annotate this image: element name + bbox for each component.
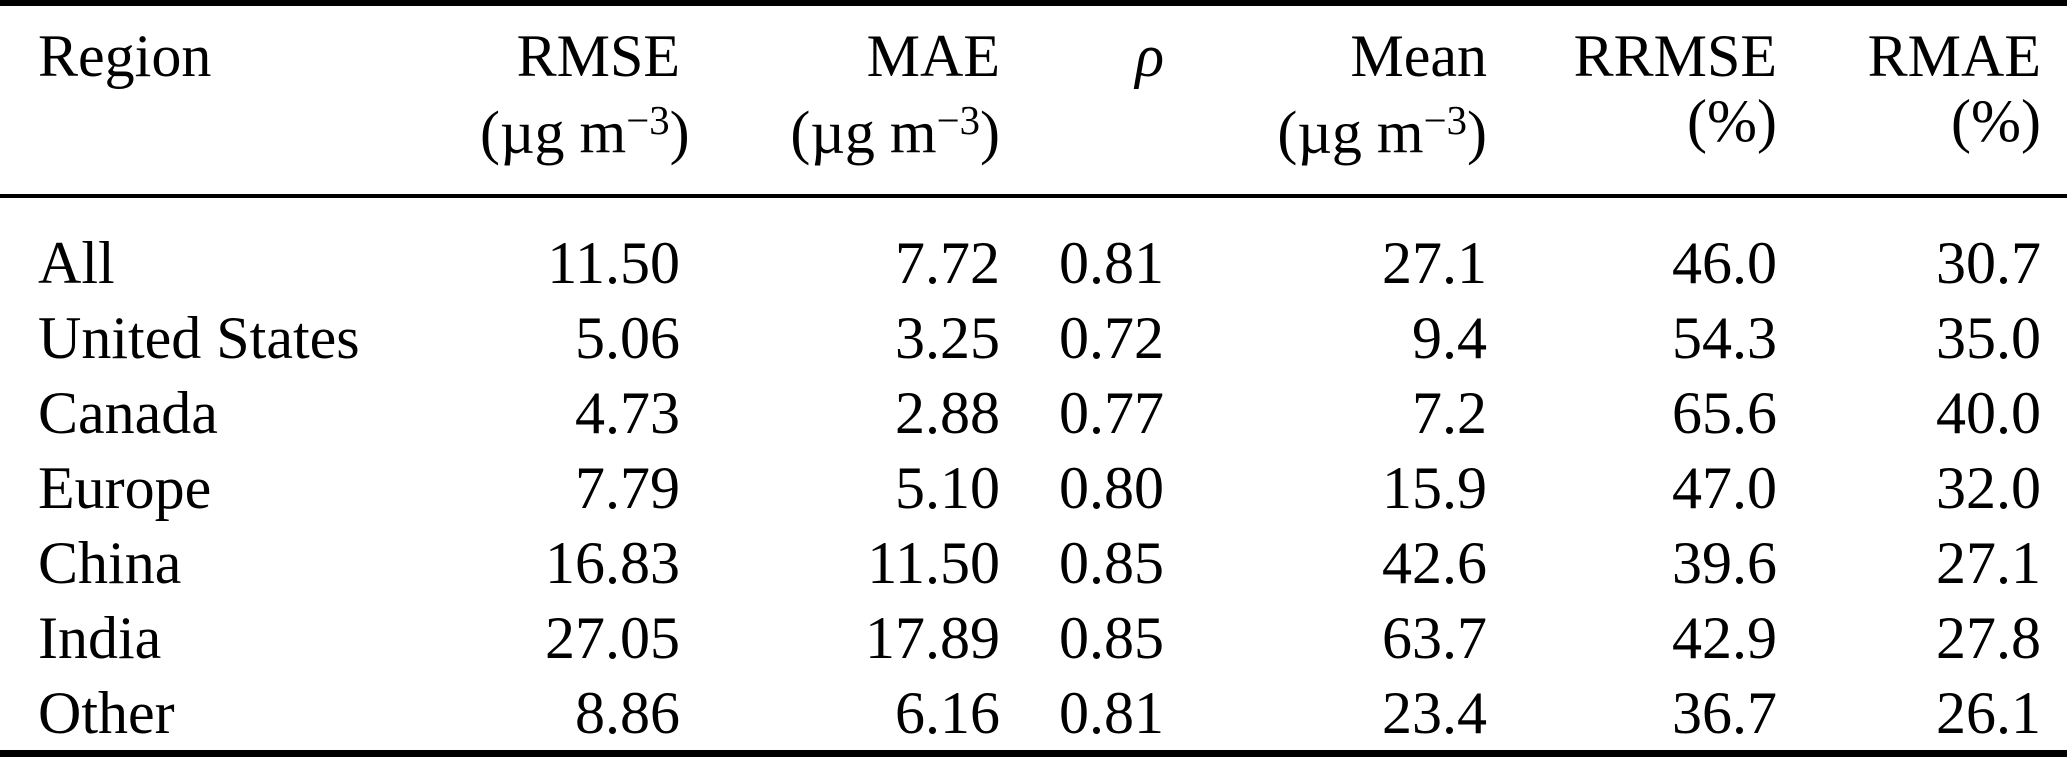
table-row: United States 5.06 3.25 0.72 9.4 54.3 35… bbox=[0, 301, 2067, 376]
cell-rmse: 11.50 bbox=[547, 230, 680, 296]
cell-rrmse: 36.7 bbox=[1672, 680, 1777, 746]
cell-mean: 23.4 bbox=[1382, 680, 1487, 746]
col-header-rmse-unit: (µg m−3) bbox=[480, 90, 690, 166]
table-row: India 27.05 17.89 0.85 63.7 42.9 27.8 bbox=[0, 601, 2067, 676]
cell-rho: 0.81 bbox=[1059, 680, 1164, 746]
cell-rho: 0.81 bbox=[1059, 230, 1164, 296]
col-header-rmse-label: RMSE bbox=[516, 23, 680, 89]
cell-rmae: 27.1 bbox=[1936, 530, 2041, 596]
table-bottom-rule bbox=[0, 750, 2067, 757]
cell-mean: 63.7 bbox=[1382, 605, 1487, 671]
cell-region: Other bbox=[38, 680, 175, 746]
cell-mae: 11.50 bbox=[867, 530, 1000, 596]
cell-rho: 0.85 bbox=[1059, 605, 1164, 671]
cell-mae: 2.88 bbox=[895, 380, 1000, 446]
cell-mean: 27.1 bbox=[1382, 230, 1487, 296]
cell-rmse: 16.83 bbox=[545, 530, 680, 596]
table-header: Region RMSE (µg m−3) MAE (µg m−3) ρ Mean… bbox=[0, 6, 2067, 210]
cell-rrmse: 54.3 bbox=[1672, 305, 1777, 371]
cell-rmse: 5.06 bbox=[575, 305, 680, 371]
col-header-mae: MAE (µg m−3) bbox=[680, 6, 1000, 210]
col-header-rrmse-label: RRMSE bbox=[1573, 23, 1777, 89]
cell-rmae: 27.8 bbox=[1936, 605, 2041, 671]
cell-mean: 42.6 bbox=[1382, 530, 1487, 596]
cell-rrmse: 39.6 bbox=[1672, 530, 1777, 596]
cell-region: Europe bbox=[38, 455, 212, 521]
cell-mae: 3.25 bbox=[895, 305, 1000, 371]
col-header-rmae-label: RMAE bbox=[1867, 23, 2041, 89]
cell-region: China bbox=[38, 530, 182, 596]
table-top-rule bbox=[0, 0, 2067, 6]
unit-superscript: −3 bbox=[1423, 98, 1468, 143]
cell-mean: 7.2 bbox=[1412, 380, 1487, 446]
unit-text: (µg m bbox=[480, 99, 627, 166]
cell-mae: 5.10 bbox=[895, 455, 1000, 521]
cell-region: Canada bbox=[38, 380, 218, 446]
cell-rmae: 26.1 bbox=[1936, 680, 2041, 746]
cell-rmae: 30.7 bbox=[1936, 230, 2041, 296]
cell-mae: 17.89 bbox=[865, 605, 1000, 671]
region-statistics-table: Region RMSE (µg m−3) MAE (µg m−3) ρ Mean… bbox=[0, 6, 2067, 760]
cell-rrmse: 47.0 bbox=[1672, 455, 1777, 521]
cell-rmae: 40.0 bbox=[1936, 380, 2041, 446]
cell-rho: 0.80 bbox=[1059, 455, 1164, 521]
table-row: All 11.50 7.72 0.81 27.1 46.0 30.7 bbox=[0, 210, 2067, 301]
table-header-rule bbox=[0, 194, 2067, 198]
cell-rmse: 27.05 bbox=[545, 605, 680, 671]
col-header-rho: ρ bbox=[1000, 6, 1164, 210]
cell-rrmse: 65.6 bbox=[1672, 380, 1777, 446]
cell-region: All bbox=[38, 230, 115, 296]
cell-region: United States bbox=[38, 305, 360, 371]
col-header-rmae-unit: (%) bbox=[1951, 88, 2041, 154]
unit-text: (µg m bbox=[790, 99, 937, 166]
col-header-region-label: Region bbox=[38, 23, 212, 89]
col-header-rrmse: RRMSE (%) bbox=[1487, 6, 1777, 210]
col-header-rmse: RMSE (µg m−3) bbox=[480, 6, 690, 210]
cell-rmae: 32.0 bbox=[1936, 455, 2041, 521]
col-header-rrmse-unit: (%) bbox=[1687, 88, 1777, 154]
cell-mean: 9.4 bbox=[1412, 305, 1487, 371]
unit-text: ) bbox=[669, 99, 690, 166]
cell-rho: 0.85 bbox=[1059, 530, 1164, 596]
cell-region: India bbox=[38, 605, 162, 671]
table-body: All 11.50 7.72 0.81 27.1 46.0 30.7 Unite… bbox=[0, 210, 2067, 760]
cell-rrmse: 46.0 bbox=[1672, 230, 1777, 296]
unit-superscript: −3 bbox=[936, 98, 981, 143]
cell-mae: 6.16 bbox=[895, 680, 1000, 746]
col-header-rmae: RMAE (%) bbox=[1777, 6, 2067, 210]
table-row: Other 8.86 6.16 0.81 23.4 36.7 26.1 bbox=[0, 676, 2067, 760]
cell-rmse: 7.79 bbox=[575, 455, 680, 521]
col-header-mae-label: MAE bbox=[866, 23, 1000, 89]
cell-rmse: 4.73 bbox=[575, 380, 680, 446]
col-header-mean-unit: (µg m−3) bbox=[1164, 90, 1487, 163]
unit-text: ) bbox=[980, 99, 1000, 166]
unit-text: (µg m bbox=[1277, 99, 1424, 166]
cell-mae: 7.72 bbox=[895, 230, 1000, 296]
cell-rmae: 35.0 bbox=[1936, 305, 2041, 371]
col-header-region: Region bbox=[0, 6, 480, 210]
unit-superscript: −3 bbox=[626, 98, 670, 143]
col-header-mean: Mean (µg m−3) bbox=[1164, 6, 1487, 210]
cell-rmse: 8.86 bbox=[575, 680, 680, 746]
cell-rho: 0.72 bbox=[1059, 305, 1164, 371]
cell-rrmse: 42.9 bbox=[1672, 605, 1777, 671]
table-row: China 16.83 11.50 0.85 42.6 39.6 27.1 bbox=[0, 526, 2067, 601]
col-header-rho-label: ρ bbox=[1135, 23, 1164, 89]
col-header-mean-label: Mean bbox=[1350, 23, 1487, 89]
header-row: Region RMSE (µg m−3) MAE (µg m−3) ρ Mean… bbox=[0, 6, 2067, 210]
cell-mean: 15.9 bbox=[1382, 455, 1487, 521]
unit-text: ) bbox=[1467, 99, 1487, 166]
table-row: Canada 4.73 2.88 0.77 7.2 65.6 40.0 bbox=[0, 376, 2067, 451]
cell-rho: 0.77 bbox=[1059, 380, 1164, 446]
col-header-mae-unit: (µg m−3) bbox=[680, 90, 1000, 163]
table-row: Europe 7.79 5.10 0.80 15.9 47.0 32.0 bbox=[0, 451, 2067, 526]
